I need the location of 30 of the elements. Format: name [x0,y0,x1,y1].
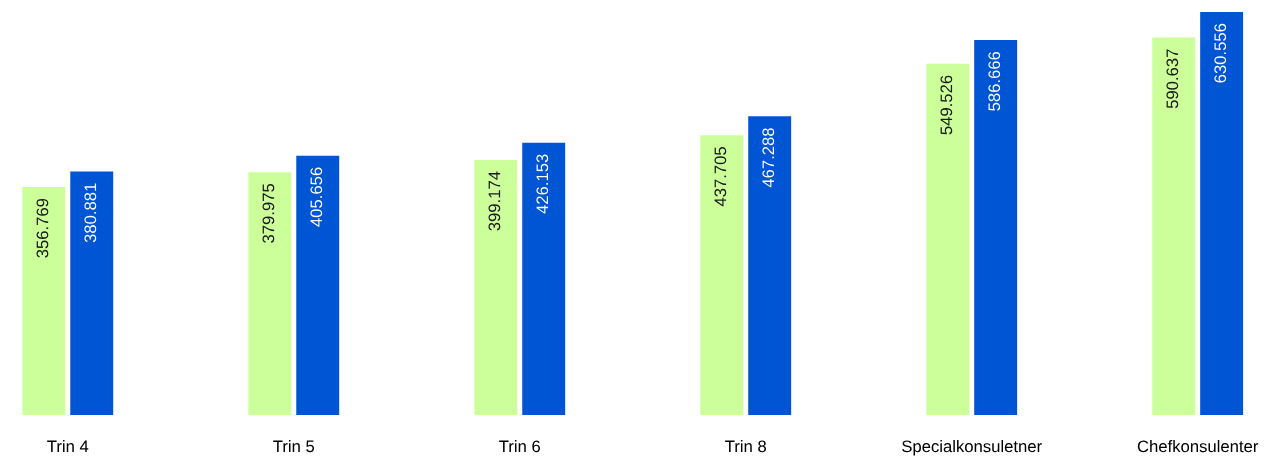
x-tick-label: Trin 4 [47,440,89,453]
bar [974,40,1018,415]
bar [1152,37,1196,415]
x-tick-label: Trin 5 [273,440,315,453]
bar [296,155,340,415]
data-label: 549.526 [940,75,953,135]
x-tick-label: Specialkonsuletner [902,440,1042,456]
bar [70,171,114,415]
data-label: 405.656 [310,167,323,227]
data-label: 586.666 [988,51,1001,111]
bar [1200,12,1244,415]
x-tick-label: Trin 6 [499,440,541,453]
data-label: 590.637 [1166,49,1179,109]
bar [474,159,518,415]
data-label: 399.174 [488,171,501,231]
data-label: 630.556 [1214,23,1227,83]
x-tick-label: Trin 8 [725,440,766,453]
bar [700,135,744,415]
bar [926,63,970,415]
bar [248,172,292,415]
bar [22,186,66,415]
data-label: 379.975 [262,183,275,243]
data-label: 426.153 [536,154,549,214]
bar [748,116,792,415]
data-label: 467.288 [762,128,775,188]
x-tick-label: Chefkonsulenter [1137,440,1259,453]
data-label: 437.705 [714,147,727,207]
bar [522,142,566,415]
data-label: 380.881 [84,183,97,243]
data-label: 356.769 [36,198,49,258]
